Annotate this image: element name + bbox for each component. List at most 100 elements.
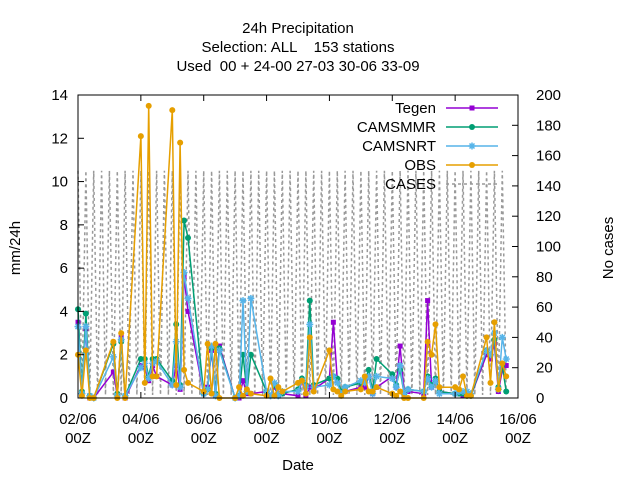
data-point-obs (208, 390, 215, 397)
data-point-camsnrt (333, 379, 341, 387)
data-point-obs (78, 392, 85, 399)
y2-tick-label: 60 (536, 299, 553, 316)
data-point-obs (436, 384, 443, 391)
legend-marker-camsnrt (468, 142, 476, 150)
data-point-obs (118, 330, 125, 337)
marker-stroke (306, 321, 313, 328)
data-point-obs (200, 388, 207, 395)
data-point-obs (82, 347, 89, 354)
data-point-camsnrt (306, 320, 314, 328)
data-point-obs (503, 373, 510, 380)
y2-axis-ticks: 0 20 40 60 80 100 120 140 160 180 200 (512, 87, 561, 407)
y2-tick-label: 140 (536, 178, 561, 195)
data-point-camsnrt (498, 333, 506, 341)
plot-series (74, 102, 510, 402)
x-tick-label-date: 12/06 (374, 411, 412, 428)
data-point-camsmmr (82, 310, 89, 317)
chart-title-line-3: Used 00 + 24-00 27-03 30-06 33-09 (176, 58, 419, 75)
data-point-camsnrt (329, 372, 337, 380)
marker-stroke (503, 356, 510, 363)
y2-tick-label: 20 (536, 360, 553, 377)
data-point-obs (212, 340, 219, 347)
marker-stroke (82, 323, 89, 330)
data-point-obs (298, 377, 305, 384)
data-point-obs (338, 392, 345, 399)
legend-label-camsnrt: CAMSNRT (362, 138, 436, 155)
data-point-camsmmr (373, 356, 380, 363)
data-point-camsnrt (502, 355, 510, 363)
chart-legend: Tegen CAMSMMR CAMSNRT OBS CASES (357, 100, 498, 193)
legend-label-obs: OBS (404, 157, 436, 174)
x-tick-label-hour: 00Z (65, 430, 91, 447)
y2-tick-label: 100 (536, 239, 561, 256)
data-point-obs (357, 386, 364, 393)
marker-stroke (424, 375, 431, 382)
data-point-obs (279, 388, 286, 395)
y-axis-label: mm/24h (7, 221, 24, 275)
data-point-camsmmr (365, 366, 372, 373)
chart-title-line-1: 24h Precipitation (242, 20, 354, 37)
y2-tick-label: 80 (536, 269, 553, 286)
data-point-obs (110, 338, 117, 345)
x-tick-label-hour: 00Z (316, 430, 342, 447)
data-point-tegen (307, 384, 313, 390)
marker-stroke (397, 362, 404, 369)
y-axis-ticks: 0 2 4 6 8 10 12 14 (51, 87, 84, 407)
data-point-obs (145, 102, 152, 109)
data-point-obs (271, 392, 278, 399)
y-tick-label: 8 (60, 217, 68, 234)
data-point-camsmmr (389, 371, 396, 378)
y2-axis-label: No cases (600, 217, 617, 280)
data-point-obs (173, 382, 180, 389)
series-camsnrt (74, 268, 510, 402)
data-point-camsnrt (392, 383, 400, 391)
marker-stroke (216, 347, 223, 354)
data-point-camsnrt (247, 294, 255, 302)
x-tick-label-hour: 00Z (379, 430, 405, 447)
x-tick-label-hour: 00Z (128, 430, 154, 447)
x-tick-label-date: 16/06 (499, 411, 537, 428)
legend-marker-tegen (469, 105, 475, 111)
x-tick-label-date: 06/06 (185, 411, 223, 428)
data-point-obs (326, 347, 333, 354)
data-point-camsnrt (341, 383, 349, 391)
data-point-obs (393, 392, 400, 399)
data-point-camsnrt (109, 353, 117, 361)
data-point-camsnrt (137, 364, 145, 372)
data-point-obs (247, 390, 254, 397)
series-line-obs (77, 105, 507, 399)
legend-label-tegen: Tegen (395, 100, 436, 117)
y-tick-label: 2 (60, 347, 68, 364)
x-tick-label-date: 14/06 (436, 411, 474, 428)
data-point-camsnrt (404, 385, 412, 393)
marker-stroke (184, 295, 192, 302)
x-tick-label-hour: 00Z (505, 430, 531, 447)
data-point-obs (141, 379, 148, 386)
marker-stroke (499, 334, 506, 341)
legend-marker-obs (469, 162, 475, 168)
data-point-tegen (397, 343, 403, 349)
marker-stroke (432, 377, 439, 384)
data-point-obs (137, 133, 144, 140)
data-point-obs (432, 321, 439, 328)
marker-stroke (373, 373, 380, 380)
data-point-obs (310, 388, 317, 395)
data-point-obs (153, 373, 160, 380)
data-point-obs (491, 319, 498, 326)
data-point-camsnrt (373, 372, 381, 380)
data-point-tegen (425, 298, 431, 304)
data-point-obs (185, 379, 191, 386)
marker-stroke (357, 377, 364, 384)
data-point-camsmmr (306, 297, 313, 304)
data-point-obs (499, 360, 506, 367)
data-point-obs (373, 384, 380, 391)
marker-stroke (428, 384, 435, 391)
data-point-camsnrt (428, 383, 436, 391)
x-tick-label-date: 10/06 (311, 411, 349, 428)
data-point-obs (424, 338, 431, 345)
legend-label-camsmmr: CAMSMMR (357, 119, 436, 136)
x-tick-label-date: 04/06 (122, 411, 160, 428)
data-point-camsmmr (173, 321, 180, 328)
marker-stroke (468, 142, 476, 150)
